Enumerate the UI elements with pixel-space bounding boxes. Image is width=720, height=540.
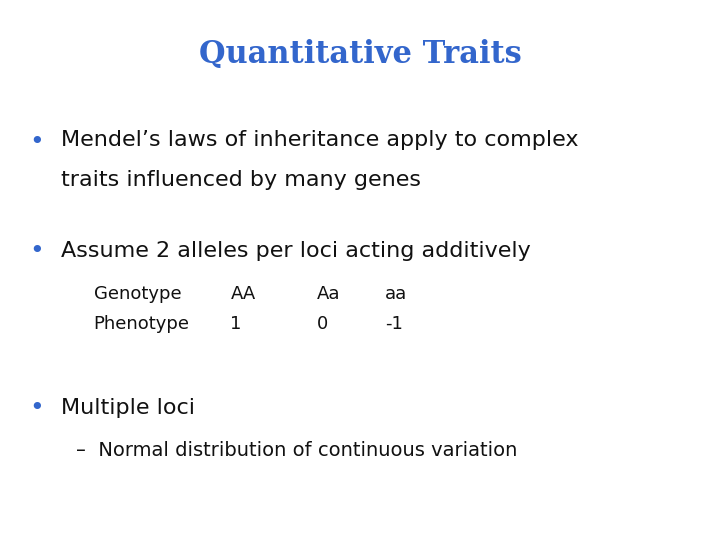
Text: Quantitative Traits: Quantitative Traits bbox=[199, 38, 521, 70]
Text: aa: aa bbox=[385, 285, 408, 303]
Text: Aa: Aa bbox=[317, 285, 341, 303]
Text: –  Normal distribution of continuous variation: – Normal distribution of continuous vari… bbox=[76, 441, 517, 461]
Text: •: • bbox=[29, 130, 43, 153]
Text: 1: 1 bbox=[230, 315, 242, 333]
Text: -1: -1 bbox=[385, 315, 403, 333]
Text: traits influenced by many genes: traits influenced by many genes bbox=[61, 170, 421, 190]
Text: Mendel’s laws of inheritance apply to complex: Mendel’s laws of inheritance apply to co… bbox=[61, 130, 579, 150]
Text: 0: 0 bbox=[317, 315, 328, 333]
Text: •: • bbox=[29, 239, 43, 263]
Text: Genotype: Genotype bbox=[94, 285, 181, 303]
Text: Multiple loci: Multiple loci bbox=[61, 397, 195, 418]
Text: AA: AA bbox=[230, 285, 256, 303]
Text: Phenotype: Phenotype bbox=[94, 315, 189, 333]
Text: Assume 2 alleles per loci acting additively: Assume 2 alleles per loci acting additiv… bbox=[61, 241, 531, 261]
Text: •: • bbox=[29, 396, 43, 420]
